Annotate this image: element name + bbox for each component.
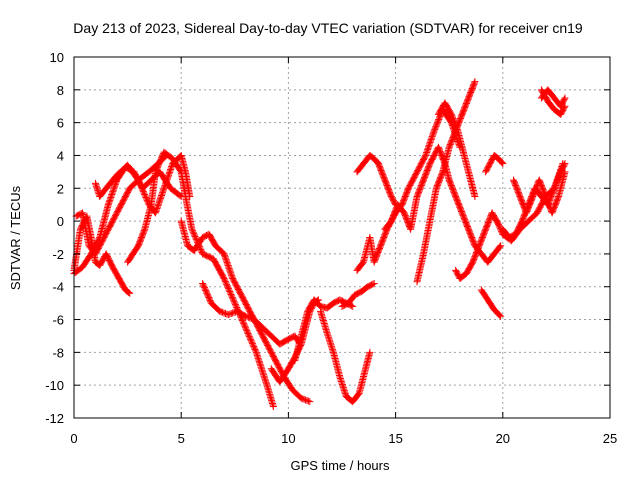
y-tick-label: 0 [57,214,64,229]
point-markers [317,307,374,406]
point-markers [537,86,569,118]
y-tick-label: -6 [52,313,64,328]
series-arc-18 [452,209,507,283]
point-markers [353,151,400,209]
y-tick-label: -2 [52,247,64,262]
series-arc-12 [353,151,400,209]
x-tick-label: 15 [388,431,402,446]
y-tick-labels: 10 8 6 4 2 0 -2 -4 -6 -8 -10 -12 [45,50,64,426]
point-markers [499,160,567,245]
x-axis-label: GPS time / hours [291,458,390,473]
series-arc-11 [338,279,378,310]
series-arc-7 [199,279,303,348]
series-arc-15 [413,78,479,286]
point-markers [434,99,479,200]
point-markers [124,148,277,411]
series-arc-9 [291,296,357,365]
x-tick-label: 25 [603,431,617,446]
y-tick-label: 8 [57,83,64,98]
x-tick-label: 20 [496,431,510,446]
series-arc-5 [124,148,277,411]
y-tick-label: 6 [57,116,64,131]
series-arc-6 [177,217,314,406]
y-tick-label: -8 [52,345,64,360]
point-markers [452,209,507,283]
series-arc-10 [317,307,374,406]
point-markers [177,217,314,406]
point-markers [291,296,357,365]
series-arc-20 [477,286,505,320]
x-tick-label: 5 [178,431,185,446]
y-tick-label: 10 [50,50,64,65]
plot-frame [73,56,611,419]
y-tick-label: -4 [52,280,64,295]
y-tick-label: -10 [45,378,64,393]
point-markers [510,168,569,217]
chart-title: Day 213 of 2023, Sidereal Day-to-day VTE… [73,20,583,36]
point-markers [482,151,507,176]
point-markers [199,279,303,348]
y-tick-label: -12 [45,411,64,426]
point-markers [338,279,378,310]
point-markers [477,286,505,320]
series-arc-23 [499,160,567,245]
y-tick-label: 4 [57,148,64,163]
x-tick-label: 10 [281,431,295,446]
series-arc-19 [482,151,507,176]
x-tick-label: 0 [70,431,77,446]
series-arc-25 [537,86,569,118]
data-points [70,78,569,411]
point-markers [413,78,479,286]
series-arc-16 [434,99,479,200]
x-tick-labels: 0 5 10 15 20 25 [70,431,617,446]
y-tick-label: 2 [57,181,64,196]
y-axis-label: SDTVAR / TECUs [8,185,23,290]
series-arc-22 [510,168,569,217]
